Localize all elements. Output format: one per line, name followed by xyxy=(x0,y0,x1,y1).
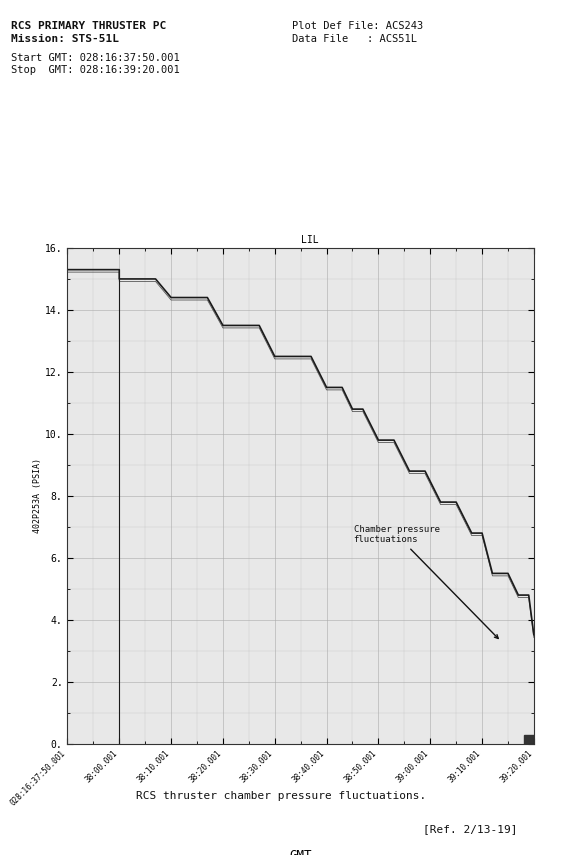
X-axis label: GMT: GMT xyxy=(289,849,312,855)
Text: Chamber pressure
fluctuations: Chamber pressure fluctuations xyxy=(353,525,498,639)
Text: Plot Def File: ACS243: Plot Def File: ACS243 xyxy=(292,21,424,32)
Text: [Ref. 2/13-19]: [Ref. 2/13-19] xyxy=(423,823,517,834)
Text: Mission: STS-51L: Mission: STS-51L xyxy=(11,34,119,44)
Text: Start GMT: 028:16:37:50.001: Start GMT: 028:16:37:50.001 xyxy=(11,53,180,63)
Text: Data File   : ACS51L: Data File : ACS51L xyxy=(292,34,417,44)
Text: RCS PRIMARY THRUSTER PC: RCS PRIMARY THRUSTER PC xyxy=(11,21,166,32)
Y-axis label: 402P253A (PSIA): 402P253A (PSIA) xyxy=(33,458,42,534)
Text: LIL: LIL xyxy=(301,235,318,245)
Text: Stop  GMT: 028:16:39:20.001: Stop GMT: 028:16:39:20.001 xyxy=(11,65,180,75)
Text: RCS thruster chamber pressure fluctuations.: RCS thruster chamber pressure fluctuatio… xyxy=(136,791,426,801)
Bar xyxy=(524,734,534,744)
